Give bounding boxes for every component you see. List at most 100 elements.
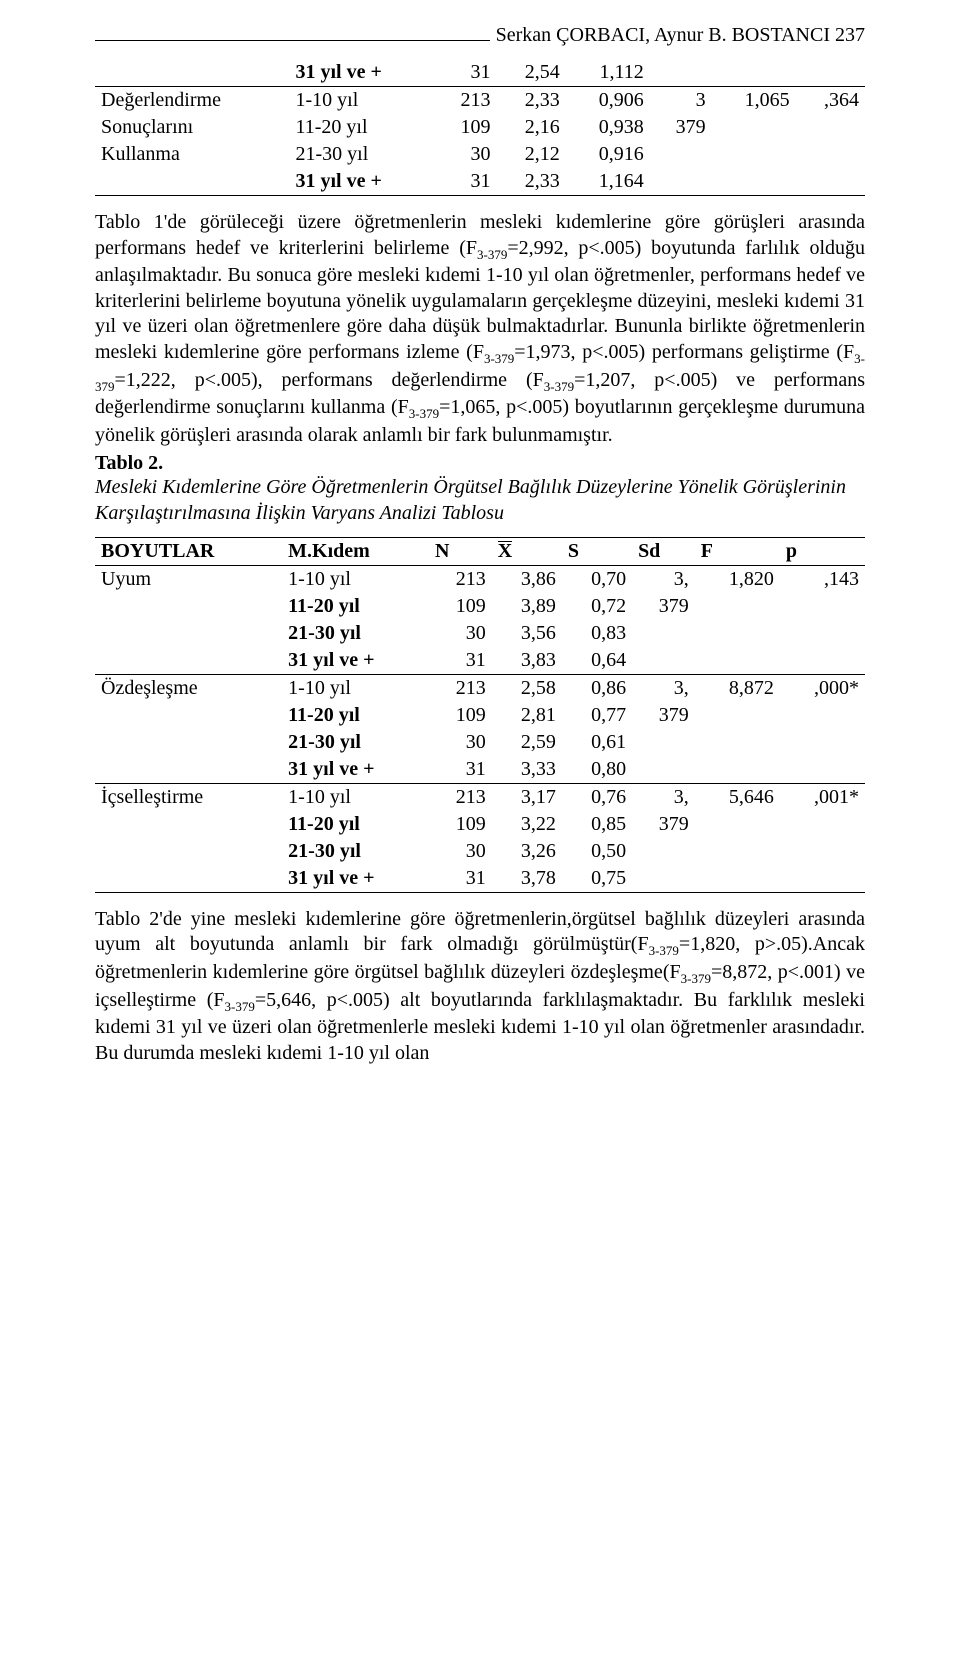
cell — [650, 168, 712, 196]
cell: 8,872 — [695, 674, 780, 702]
cell: 31 — [429, 865, 492, 893]
cell: 1-10 yıl — [282, 783, 429, 811]
cell — [632, 838, 695, 865]
cell: 0,906 — [566, 87, 650, 115]
cell — [95, 702, 282, 729]
cell: 1,164 — [566, 168, 650, 196]
cell: 0,85 — [562, 811, 632, 838]
cell — [712, 114, 796, 141]
cell: 0,80 — [562, 756, 632, 784]
cell: Kullanma — [95, 141, 290, 168]
cell: ,364 — [796, 87, 865, 115]
cell: 1-10 yıl — [282, 565, 429, 593]
cell: 379 — [632, 811, 695, 838]
cell: 31 yıl ve + — [282, 865, 429, 893]
paragraph-1: Tablo 1'de görüleceği üzere öğretmenleri… — [95, 210, 865, 448]
cell: 31 yıl ve + — [290, 168, 435, 196]
cell: 31 — [435, 168, 497, 196]
cell — [796, 141, 865, 168]
cell: İçselleştirme — [95, 783, 282, 811]
cell — [712, 141, 796, 168]
running-header: Serkan ÇORBACI, Aynur B. BOSTANCI 237 — [95, 24, 865, 47]
p1-d-sub: 3-379 — [544, 379, 574, 394]
p1-a-sub: 3-379 — [477, 247, 507, 262]
cell: 2,33 — [496, 168, 565, 196]
cell: 0,64 — [562, 647, 632, 675]
cell: 2,54 — [496, 59, 565, 87]
cell: 2,33 — [496, 87, 565, 115]
col-header: X — [492, 537, 562, 565]
cell: 379 — [632, 593, 695, 620]
cell: 21-30 yıl — [282, 620, 429, 647]
cell: ,143 — [780, 565, 865, 593]
cell: 30 — [429, 729, 492, 756]
cell — [632, 729, 695, 756]
cell: 213 — [435, 87, 497, 115]
cell: 1,820 — [695, 565, 780, 593]
cell: 1,112 — [566, 59, 650, 87]
cell — [695, 811, 780, 838]
cell: 21-30 yıl — [282, 838, 429, 865]
cell — [95, 647, 282, 675]
cell: 31 — [429, 756, 492, 784]
cell: 31 — [435, 59, 497, 87]
cell: 0,70 — [562, 565, 632, 593]
cell: 11-20 yıl — [290, 114, 435, 141]
table1-fragment: 31 yıl ve +312,541,112Değerlendirme1-10 … — [95, 59, 865, 196]
cell: 3,17 — [492, 783, 562, 811]
cell: 2,16 — [496, 114, 565, 141]
cell: 3,83 — [492, 647, 562, 675]
cell: 0,86 — [562, 674, 632, 702]
cell: ,000* — [780, 674, 865, 702]
cell: 3,78 — [492, 865, 562, 893]
cell: 5,646 — [695, 783, 780, 811]
p1-b-sub: 3-379 — [484, 351, 514, 366]
cell — [780, 865, 865, 893]
cell: 379 — [632, 702, 695, 729]
cell: 30 — [429, 838, 492, 865]
cell: 2,58 — [492, 674, 562, 702]
cell — [695, 729, 780, 756]
p1-c: =1,973, p<.005) performans geliştirme (F — [514, 341, 854, 363]
cell: 0,77 — [562, 702, 632, 729]
cell: 0,83 — [562, 620, 632, 647]
cell: 30 — [429, 620, 492, 647]
col-header: F — [695, 537, 780, 565]
cell: 30 — [435, 141, 497, 168]
cell — [95, 593, 282, 620]
cell: ,001* — [780, 783, 865, 811]
cell — [95, 838, 282, 865]
p2-b-sub: 3-379 — [681, 971, 711, 986]
cell — [780, 756, 865, 784]
cell: 21-30 yıl — [290, 141, 435, 168]
cell: 3, — [632, 783, 695, 811]
cell: 0,916 — [566, 141, 650, 168]
p2-a-sub: 3-379 — [649, 943, 679, 958]
cell: 11-20 yıl — [282, 593, 429, 620]
col-header: Sd — [632, 537, 695, 565]
cell — [712, 168, 796, 196]
cell: 213 — [429, 565, 492, 593]
cell: 3, — [632, 674, 695, 702]
cell: 3,86 — [492, 565, 562, 593]
cell — [650, 59, 712, 87]
table2: BOYUTLARM.KıdemNXSSdFp Uyum1-10 yıl2133,… — [95, 537, 865, 893]
col-header: S — [562, 537, 632, 565]
cell: 109 — [435, 114, 497, 141]
cell: Uyum — [95, 565, 282, 593]
cell — [780, 729, 865, 756]
cell: 3, — [632, 565, 695, 593]
cell: 1-10 yıl — [290, 87, 435, 115]
cell: 109 — [429, 593, 492, 620]
cell: 379 — [650, 114, 712, 141]
cell — [695, 647, 780, 675]
cell: 1,065 — [712, 87, 796, 115]
header-rule — [95, 40, 490, 41]
cell: 2,12 — [496, 141, 565, 168]
cell: Özdeşleşme — [95, 674, 282, 702]
cell: 3,33 — [492, 756, 562, 784]
cell: 213 — [429, 674, 492, 702]
p1-d: =1,222, p<.005), performans değerlendirm… — [115, 369, 544, 391]
cell: 109 — [429, 811, 492, 838]
cell: 11-20 yıl — [282, 811, 429, 838]
